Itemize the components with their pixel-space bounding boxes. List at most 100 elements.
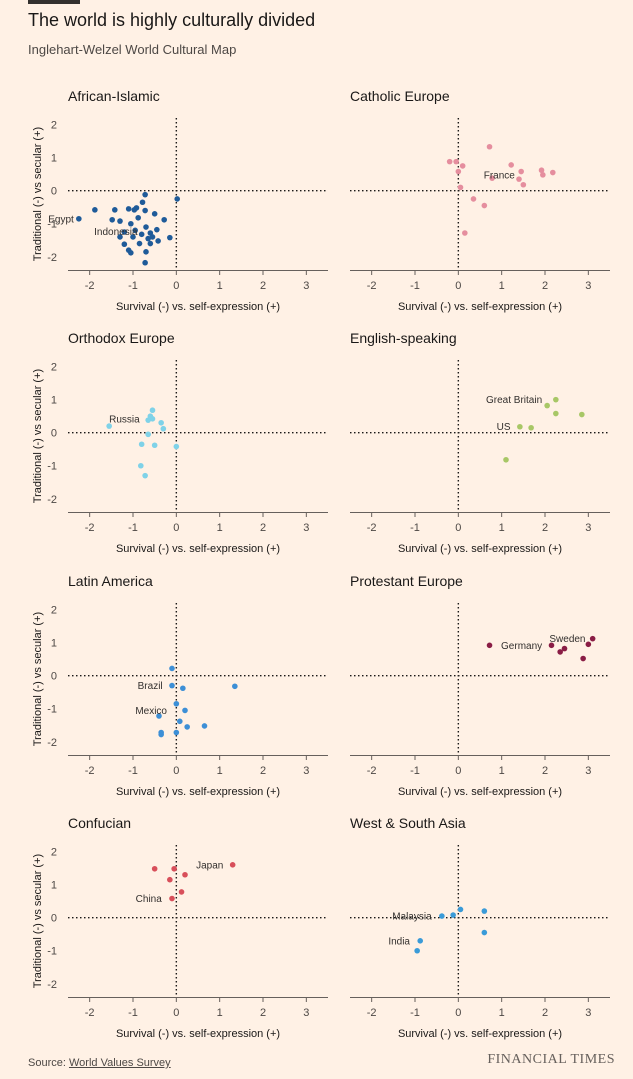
page-subtitle: Inglehart-Welzel World Cultural Map	[28, 42, 237, 57]
source-link[interactable]: World Values Survey	[68, 1057, 171, 1069]
data-point	[142, 472, 148, 479]
x-tick-label: -1	[128, 1007, 138, 1019]
data-point	[138, 231, 145, 238]
source-label: Source:	[28, 1057, 66, 1069]
data-point	[151, 442, 158, 449]
data-point	[486, 143, 493, 150]
x-axis-label: Survival (-) vs. self-expression (+)	[398, 301, 562, 313]
data-point	[167, 234, 173, 241]
y-tick-label: -2	[47, 979, 57, 991]
data-point	[169, 665, 175, 672]
data-point	[135, 214, 141, 221]
x-tick-label: 2	[542, 765, 548, 777]
x-tick-label: 1	[217, 765, 223, 777]
panel-title: Protestant Europe	[350, 573, 463, 589]
x-tick-label: 0	[173, 765, 179, 777]
x-tick-label: 1	[217, 280, 223, 292]
point-label: China	[136, 894, 163, 905]
x-axis-label: Survival (-) vs. self-expression (+)	[116, 543, 280, 555]
data-point	[149, 416, 156, 422]
x-axis-label: Survival (-) vs. self-expression (+)	[398, 543, 562, 555]
data-point	[147, 240, 154, 247]
data-point	[232, 683, 238, 690]
data-point	[557, 649, 563, 655]
data-point	[470, 196, 477, 202]
y-tick-label: -2	[47, 737, 57, 749]
x-tick-label: 1	[499, 522, 505, 534]
x-tick-label: 3	[303, 522, 309, 534]
y-tick-label: -1	[47, 219, 57, 231]
ft-logo: FINANCIAL TIMES	[487, 1052, 615, 1067]
data-point	[139, 199, 146, 206]
panel-2: Orthodox Europe -2 -1 0 1 2 -2 -1 0 1 2 3 Survival (…	[32, 330, 328, 555]
data-point	[138, 441, 145, 448]
x-tick-label: 1	[499, 1007, 505, 1019]
x-tick-label: 2	[542, 522, 548, 534]
data-point	[538, 167, 545, 174]
y-tick-label: -2	[47, 252, 57, 264]
data-point	[446, 158, 453, 165]
data-point	[553, 396, 559, 403]
x-tick-label: -2	[85, 1007, 95, 1019]
data-point	[518, 168, 524, 175]
data-point	[180, 685, 186, 692]
panel-3: English-speaking -2 -1 0 1 2 3 Survival (-) vs.…	[350, 330, 610, 555]
data-point	[579, 411, 585, 418]
x-tick-label: 1	[499, 765, 505, 777]
point-label: Japan	[196, 860, 223, 871]
x-tick-label: 0	[173, 280, 179, 292]
x-tick-label: 3	[303, 765, 309, 777]
x-tick-label: -1	[128, 765, 138, 777]
y-tick-label: 0	[51, 671, 57, 683]
x-axis-label: Survival (-) vs. self-expression (+)	[116, 301, 280, 313]
brand-bar	[28, 0, 80, 4]
y-tick-label: 1	[51, 153, 57, 165]
data-point	[462, 230, 468, 236]
x-tick-label: -2	[367, 765, 377, 777]
data-point	[481, 202, 488, 209]
x-tick-label: 0	[455, 765, 461, 777]
panel-title: Orthodox Europe	[68, 330, 175, 346]
y-tick-label: 2	[51, 605, 57, 617]
data-point	[173, 729, 180, 736]
data-point	[117, 218, 123, 224]
data-point	[145, 235, 151, 242]
data-point	[417, 938, 424, 944]
x-tick-label: 3	[585, 522, 591, 534]
data-point	[158, 419, 164, 426]
data-point	[138, 462, 144, 469]
point-label: Brazil	[138, 681, 163, 692]
point-label: India	[388, 936, 410, 947]
data-point	[145, 417, 151, 423]
data-point	[76, 215, 82, 222]
point-label: Great Britain	[486, 395, 542, 406]
y-tick-label: -2	[47, 494, 57, 506]
x-tick-label: 3	[585, 765, 591, 777]
x-tick-label: 0	[455, 522, 461, 534]
y-axis-label: Traditional (-) vs secular (+)	[32, 127, 44, 261]
x-tick-label: 2	[542, 1007, 548, 1019]
point-label: Malaysia	[392, 912, 432, 923]
data-point	[453, 158, 459, 165]
data-point	[540, 172, 546, 178]
x-tick-label: 1	[499, 280, 505, 292]
point-label: Egypt	[48, 214, 74, 225]
x-axis-label: Survival (-) vs. self-expression (+)	[116, 1028, 280, 1040]
x-tick-label: 3	[303, 280, 309, 292]
y-tick-label: 2	[51, 847, 57, 859]
data-point	[125, 206, 132, 212]
data-point	[503, 456, 509, 463]
panel-1: Catholic Europe -2 -1 0 1 2 3 Survival (-) vs. …	[350, 88, 610, 313]
panel-title: Catholic Europe	[350, 88, 450, 104]
data-point	[517, 423, 523, 430]
panel-0: African-Islamic -2 -1 0 1 2 -2 -1 0 1 2 3 Survival (…	[32, 88, 328, 313]
data-point	[486, 642, 493, 649]
y-tick-label: 1	[51, 638, 57, 650]
data-point	[182, 871, 188, 878]
x-axis-label: Survival (-) vs. self-expression (+)	[398, 1028, 562, 1040]
x-tick-label: 2	[260, 522, 266, 534]
x-tick-label: -1	[410, 522, 420, 534]
data-point	[516, 176, 522, 182]
x-tick-label: -2	[367, 522, 377, 534]
